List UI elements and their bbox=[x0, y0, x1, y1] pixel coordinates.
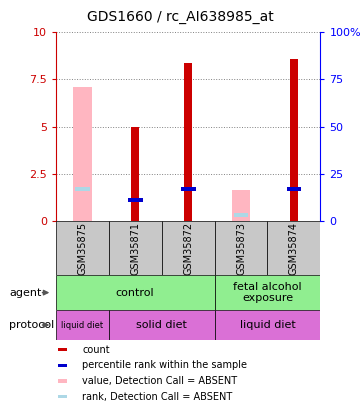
Bar bbox=[184, 62, 192, 221]
Text: GSM35872: GSM35872 bbox=[183, 222, 193, 275]
Bar bbox=[75, 187, 90, 191]
Bar bbox=[181, 187, 195, 191]
Text: agent: agent bbox=[9, 288, 41, 298]
Bar bbox=[162, 221, 215, 275]
Bar bbox=[290, 59, 298, 221]
Bar bbox=[56, 221, 109, 275]
Bar bbox=[128, 198, 143, 202]
Text: liquid diet: liquid diet bbox=[61, 320, 103, 330]
Text: protocol: protocol bbox=[9, 320, 54, 330]
Bar bbox=[58, 379, 67, 383]
Bar bbox=[73, 87, 91, 221]
Bar bbox=[58, 348, 67, 352]
Bar bbox=[287, 187, 301, 191]
Bar bbox=[109, 310, 215, 340]
Text: GDS1660 / rc_AI638985_at: GDS1660 / rc_AI638985_at bbox=[87, 10, 273, 24]
Bar bbox=[215, 275, 320, 310]
Bar bbox=[234, 213, 248, 217]
Bar bbox=[109, 221, 162, 275]
Bar bbox=[215, 310, 320, 340]
Text: solid diet: solid diet bbox=[136, 320, 187, 330]
Text: GSM35875: GSM35875 bbox=[77, 222, 87, 275]
Text: fetal alcohol
exposure: fetal alcohol exposure bbox=[233, 282, 302, 303]
Bar bbox=[215, 221, 267, 275]
Bar bbox=[58, 364, 67, 367]
Text: liquid diet: liquid diet bbox=[240, 320, 295, 330]
Text: count: count bbox=[82, 345, 110, 355]
Bar bbox=[58, 395, 67, 399]
Text: percentile rank within the sample: percentile rank within the sample bbox=[82, 360, 247, 370]
Text: GSM35873: GSM35873 bbox=[236, 222, 246, 275]
Bar bbox=[131, 126, 139, 221]
Text: GSM35871: GSM35871 bbox=[130, 222, 140, 275]
Text: rank, Detection Call = ABSENT: rank, Detection Call = ABSENT bbox=[82, 392, 233, 402]
Bar bbox=[56, 275, 215, 310]
Bar bbox=[232, 190, 250, 221]
Text: value, Detection Call = ABSENT: value, Detection Call = ABSENT bbox=[82, 376, 237, 386]
Text: control: control bbox=[116, 288, 154, 298]
Text: GSM35874: GSM35874 bbox=[289, 222, 299, 275]
Bar bbox=[56, 310, 109, 340]
Bar bbox=[267, 221, 320, 275]
